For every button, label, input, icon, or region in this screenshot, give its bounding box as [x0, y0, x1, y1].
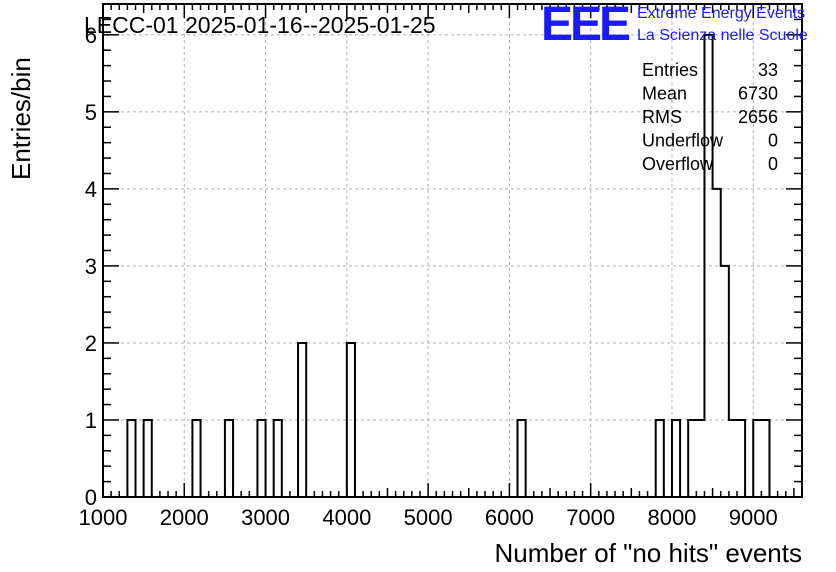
x-tick-labels: 1000 2000 3000 4000 5000 6000 7000 8000 9000 — [79, 505, 778, 530]
y-tick-label: 3 — [85, 254, 97, 279]
histogram-bin — [672, 420, 680, 497]
y-tick-label: 1 — [85, 408, 97, 433]
grid — [103, 4, 802, 497]
histogram-bin — [347, 343, 355, 497]
x-axis-title: Number of "no hits" events — [495, 538, 803, 568]
y-tick-labels: 0 1 2 3 4 5 6 — [85, 23, 97, 510]
stats-value: 0 — [768, 154, 778, 174]
histogram-bin — [257, 420, 265, 497]
eee-logo-line2: La Scienza nelle Scuole — [637, 27, 808, 44]
histogram-bin — [713, 189, 721, 497]
histogram-bin — [298, 343, 306, 497]
histogram-bin — [656, 420, 664, 497]
y-tick-label: 5 — [85, 100, 97, 125]
histogram-bin — [696, 420, 704, 497]
histogram-bin — [688, 420, 696, 497]
histogram-bin — [192, 420, 200, 497]
y-tick-label: 4 — [85, 177, 97, 202]
stats-value: 33 — [758, 60, 778, 80]
stats-label: Overflow — [642, 154, 714, 174]
eee-logo-mark: EEE — [541, 0, 630, 51]
y-axis-title: Entries/bin — [6, 57, 36, 180]
x-tick-label: 2000 — [160, 505, 209, 530]
histogram-bin — [144, 420, 152, 497]
stats-label: Mean — [642, 84, 687, 104]
histogram-bin — [518, 420, 526, 497]
histogram-bin — [274, 420, 282, 497]
x-tick-label: 7000 — [566, 505, 615, 530]
axis-ticks — [102, 3, 803, 498]
histogram-bin — [753, 420, 761, 497]
stats-label: RMS — [642, 107, 682, 127]
stats-label: Underflow — [642, 131, 724, 151]
eee-logo-line1: Extreme Energy Events — [637, 5, 805, 22]
stats-value: 2656 — [738, 107, 778, 127]
x-tick-label: 9000 — [729, 505, 778, 530]
histogram-bin — [225, 420, 233, 497]
stats-value: 6730 — [738, 84, 778, 104]
histogram-bin — [729, 420, 737, 497]
y-tick-label: 2 — [85, 331, 97, 356]
chart-title: LECC-01 2025-01-16--2025-01-25 — [84, 12, 436, 38]
x-tick-label: 1000 — [79, 505, 128, 530]
x-tick-label: 8000 — [647, 505, 696, 530]
x-tick-label: 3000 — [241, 505, 290, 530]
histogram-bin — [721, 266, 729, 497]
stats-label: Entries — [642, 60, 698, 80]
x-tick-label: 6000 — [485, 505, 534, 530]
histogram-bin — [127, 420, 135, 497]
y-tick-label: 0 — [85, 485, 97, 510]
eee-logo: EEE Extreme Energy Events La Scienza nel… — [541, 0, 808, 51]
x-tick-label: 4000 — [322, 505, 371, 530]
y-tick-label: 6 — [85, 23, 97, 48]
stats-box: Entries 33 Mean 6730 RMS 2656 Underflow 0 Overfl… — [642, 60, 778, 174]
histogram-bin — [737, 420, 745, 497]
histogram-bin — [761, 420, 769, 497]
x-tick-label: 5000 — [404, 505, 453, 530]
stats-value: 0 — [768, 131, 778, 151]
histogram-bin — [704, 35, 712, 497]
